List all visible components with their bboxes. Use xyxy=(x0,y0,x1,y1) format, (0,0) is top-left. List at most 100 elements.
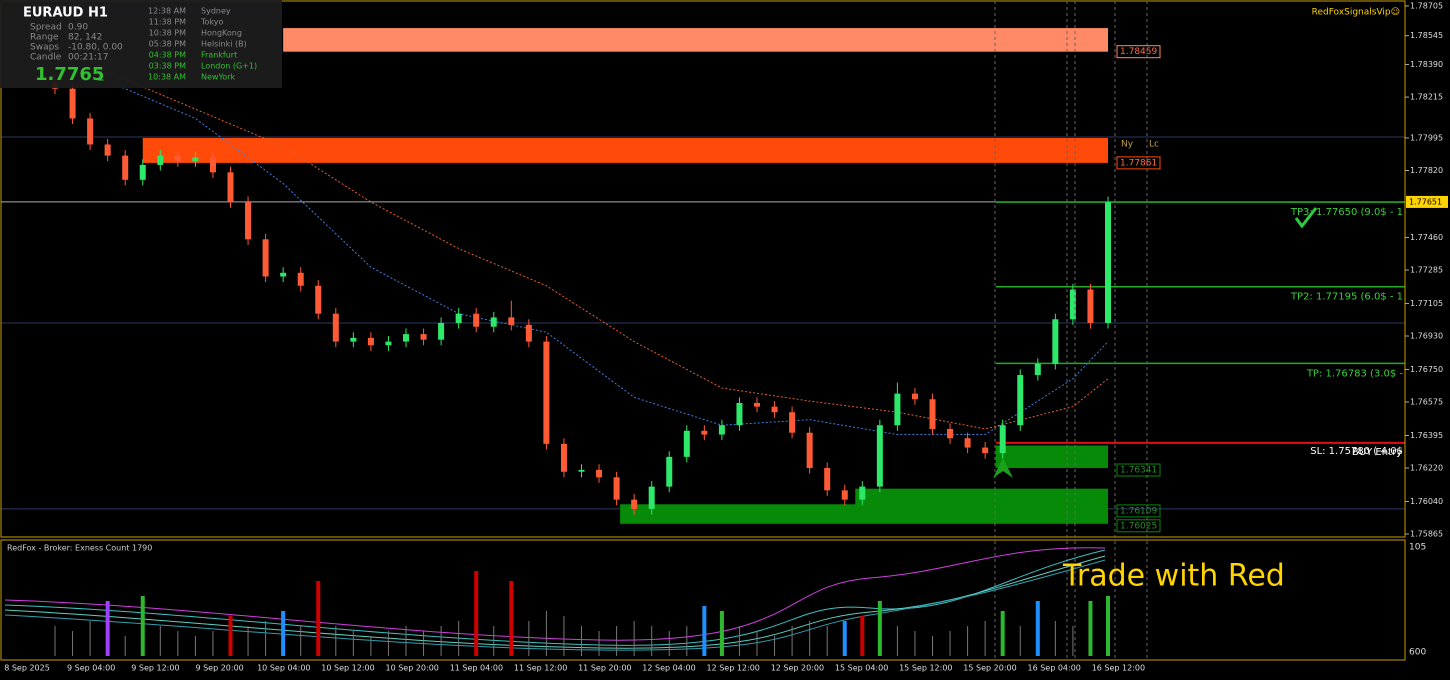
indicator-bar xyxy=(545,611,547,656)
indicator-bar xyxy=(493,626,495,656)
indicator-bar xyxy=(405,626,407,656)
indicator-bar xyxy=(440,626,442,656)
y-tick-label: 1.78215 xyxy=(1410,93,1443,102)
entry-label: BUY Entry xyxy=(1352,447,1402,458)
zone-label: 1.76341 xyxy=(1120,466,1157,476)
indicator-bar xyxy=(581,626,582,656)
session-time: 10:38 AM xyxy=(148,73,186,82)
candle-body xyxy=(613,477,620,500)
indicator-bar xyxy=(616,626,618,656)
indicator-bar xyxy=(509,581,514,656)
moving-average xyxy=(107,80,1109,436)
zone-tag xyxy=(1116,45,1161,59)
indicator-bar xyxy=(474,571,479,656)
zone-tag xyxy=(1116,504,1161,518)
indicator-bar xyxy=(370,636,372,656)
indicator-bar xyxy=(105,601,110,656)
y-tick-label: 1.75865 xyxy=(1410,530,1443,539)
zone-label: 1.78459 xyxy=(1120,47,1157,57)
indicator-bar xyxy=(949,631,951,656)
label: Swaps xyxy=(30,43,59,53)
candle-body xyxy=(578,469,585,472)
indicator-bar xyxy=(458,621,460,656)
price-tag-label: 1.77651 xyxy=(1409,197,1442,206)
label: Spread xyxy=(30,23,62,33)
indicator-bar xyxy=(247,626,249,656)
session-name: NewYork xyxy=(201,73,235,82)
candle-body xyxy=(876,425,883,487)
banner: Trade with Red xyxy=(1062,559,1285,594)
indicator-bar xyxy=(563,616,565,656)
x-tick-label: 12 Sep 20:00 xyxy=(771,664,824,673)
candle-body xyxy=(104,144,111,156)
indicator-bar xyxy=(1035,601,1040,656)
candle-body xyxy=(367,337,374,346)
candle-body xyxy=(701,430,708,435)
y-tick-label: 1.77105 xyxy=(1410,299,1443,308)
candle-body xyxy=(315,285,322,314)
candle-body xyxy=(525,324,532,342)
candle-body xyxy=(262,239,269,277)
candle-body xyxy=(859,486,866,500)
candle-body xyxy=(403,334,409,342)
session-list: 12:38 AM Sydney 11:38 PM Tokyo 10:38 PM HongK… xyxy=(148,7,257,82)
price-tag xyxy=(1406,195,1448,208)
candle-body xyxy=(139,164,146,180)
candle-body xyxy=(1034,363,1041,376)
value: 82, 142 xyxy=(68,33,102,43)
indicator-bar xyxy=(877,601,882,656)
level-label: TP: 1.76783 (3.0$ - xyxy=(1306,368,1404,379)
candle-body xyxy=(297,272,304,286)
x-tick-label: 9 Sep 20:00 xyxy=(195,664,243,673)
indicator-bar xyxy=(265,621,267,656)
y-tick-label: 1.76395 xyxy=(1410,431,1443,440)
session-time: 11:38 PM xyxy=(149,18,186,27)
indicator-bar xyxy=(89,621,91,656)
session-time: 12:38 AM xyxy=(148,7,186,16)
x-tick-label: 10 Sep 12:00 xyxy=(321,664,374,673)
candle-body xyxy=(789,412,796,433)
zone-tag xyxy=(1116,156,1161,170)
indicator-bar xyxy=(651,626,653,656)
indicator-bar xyxy=(860,616,865,656)
y-tick-label: 1.76040 xyxy=(1410,497,1443,506)
candle-body xyxy=(683,430,690,457)
session-name: Sydney xyxy=(201,7,231,16)
candle-body xyxy=(1069,289,1076,320)
session-name: London (G+1) xyxy=(201,62,257,71)
indicator-bar xyxy=(54,626,56,656)
candle-body xyxy=(771,406,778,413)
brand: RedFoxSignalsVip☺ xyxy=(1312,7,1400,18)
label: Candle xyxy=(30,53,62,63)
candle-body xyxy=(438,322,445,340)
session-lines xyxy=(994,1,1148,660)
session-time: 10:38 PM xyxy=(149,29,186,38)
indicator-bar xyxy=(686,626,688,656)
x-tick-label: 11 Sep 20:00 xyxy=(578,664,631,673)
session-name: Frankfurt xyxy=(201,51,237,60)
price-plot xyxy=(1,28,1405,524)
zone xyxy=(855,488,1108,509)
indicator-bar xyxy=(791,626,793,656)
x-tick-label: 12 Sep 12:00 xyxy=(706,664,759,673)
x-tick-label: 15 Sep 04:00 xyxy=(835,664,888,673)
indicator-bar xyxy=(633,621,635,656)
sub-frame xyxy=(0,539,1406,661)
zone xyxy=(283,28,1108,52)
indicator-bar xyxy=(212,631,214,656)
candle-body xyxy=(192,157,199,162)
x-tick-label: 15 Sep 12:00 xyxy=(899,664,952,673)
candle-body xyxy=(1087,289,1094,323)
candle-body xyxy=(929,399,936,429)
indicator-title: RedFox - Broker: Exness Count 1790 xyxy=(7,544,152,553)
candle-body xyxy=(1052,319,1059,364)
x-tick-label: 10 Sep 04:00 xyxy=(257,664,310,673)
level-label: TP3: 1.77650 (9.0$ - 1 xyxy=(1290,207,1403,218)
y-tick-label: 1.78390 xyxy=(1410,60,1443,69)
candle-body xyxy=(455,313,462,323)
indicator-bar xyxy=(719,611,724,656)
label: Range xyxy=(30,33,59,43)
level-label: TP2: 1.77195 (6.0$ - 1 xyxy=(1290,292,1403,303)
indicator-bottom: 600 xyxy=(1409,648,1426,658)
